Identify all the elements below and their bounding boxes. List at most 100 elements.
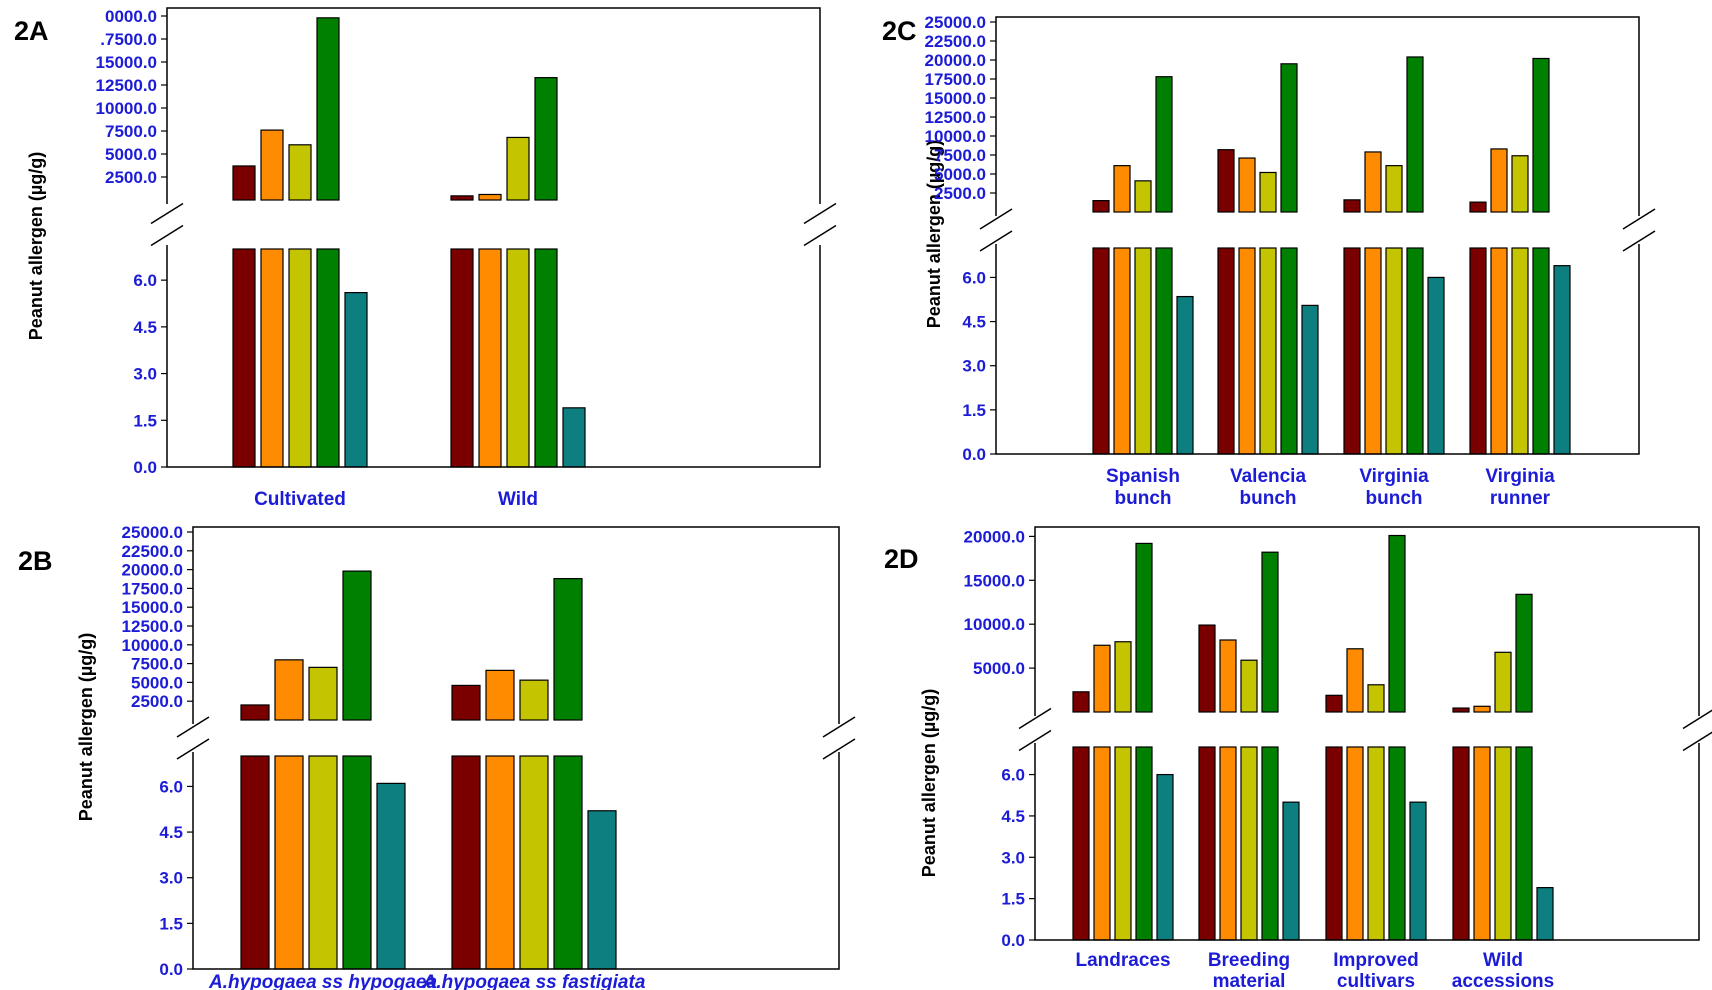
bar-series-4-0-lower xyxy=(1155,247,1173,455)
bar-series-5-3 xyxy=(1536,887,1554,941)
bar-series-4-1-upper xyxy=(534,77,558,201)
bar-series-2-1-upper xyxy=(1219,639,1237,713)
bar-series-5-1 xyxy=(562,407,586,468)
y-tick-label-upper: 7500.0 xyxy=(934,146,986,165)
axis-break-mark xyxy=(803,202,837,225)
bar-series-4-1-upper xyxy=(1261,551,1279,713)
bar-series-2-2-upper xyxy=(1364,151,1382,213)
axis-break-mark xyxy=(1018,707,1052,730)
y-tick-label-upper: .7500.0 xyxy=(100,30,157,49)
y-tick-label-upper: 10000.0 xyxy=(96,99,157,118)
x-category-label: Cultivated xyxy=(254,489,346,510)
y-tick-label-lower: 6.0 xyxy=(1001,766,1025,785)
axis-break-mark xyxy=(1682,709,1712,730)
axis-break-mark xyxy=(176,716,210,738)
bar-series-2-2-lower xyxy=(1346,746,1364,941)
bar-series-1-0-upper xyxy=(240,704,270,721)
bar-series-2-1-lower xyxy=(485,755,515,970)
axis-break-band xyxy=(997,221,1638,239)
bar-series-4-1-lower xyxy=(1280,247,1298,455)
bar-series-2-1-lower xyxy=(1238,247,1256,455)
bar-series-5-2 xyxy=(1427,276,1445,455)
bar-series-1-1-lower xyxy=(1198,746,1216,941)
bar-series-4-2-lower xyxy=(1388,746,1406,941)
y-tick-label-upper: 20000.0 xyxy=(122,561,183,580)
x-category-label: Virginia xyxy=(1359,466,1429,487)
y-tick-label-upper: 22500.0 xyxy=(925,32,986,51)
bar-series-1-3-lower xyxy=(1452,746,1470,941)
y-tick-label-upper: 12500.0 xyxy=(925,108,986,127)
bar-series-5-0 xyxy=(344,292,368,468)
bar-series-1-3-upper xyxy=(1469,201,1487,213)
y-tick-label-lower: 6.0 xyxy=(133,271,157,290)
bar-series-1-3-upper xyxy=(1452,707,1470,713)
y-tick-label-lower: 1.5 xyxy=(159,914,183,933)
bar-series-4-0-upper xyxy=(342,570,372,721)
y-tick-label-upper: 20000.0 xyxy=(964,527,1025,546)
bar-series-2-0-lower xyxy=(1113,247,1131,455)
y-tick-label-upper: 10000.0 xyxy=(925,127,986,146)
bar-series-1-0-upper xyxy=(1092,200,1110,213)
y-tick-label-lower: 0.0 xyxy=(133,458,157,477)
bar-series-3-2-upper xyxy=(1385,165,1403,213)
axis-break-mark xyxy=(150,224,184,247)
axis-break-mark xyxy=(150,202,184,225)
axis-break-mark xyxy=(803,224,837,247)
bar-series-4-1-upper xyxy=(1280,63,1298,213)
bar-series-2-0-upper xyxy=(274,659,304,721)
y-tick-label-lower: 4.5 xyxy=(1001,807,1025,826)
bar-series-4-1-lower xyxy=(1261,746,1279,941)
y-tick-label-lower: 3.0 xyxy=(133,365,157,384)
bar-series-2-3-upper xyxy=(1490,148,1508,213)
y-tick-label-upper: 2500.0 xyxy=(934,184,986,203)
y-tick-label-lower: 0.0 xyxy=(159,960,183,979)
bar-series-5-1 xyxy=(587,810,617,970)
bar-series-3-3-upper xyxy=(1511,155,1529,213)
bar-series-1-0-upper xyxy=(232,165,256,201)
x-category-label: A.hypogaea ss fastigiata xyxy=(422,972,646,990)
bar-series-3-0-upper xyxy=(1134,180,1152,213)
axis-break-mark xyxy=(979,208,1013,230)
y-tick-label-lower: 0.0 xyxy=(1001,931,1025,950)
y-tick-label-lower: 1.5 xyxy=(1001,890,1025,909)
bar-series-3-0-upper xyxy=(1114,641,1132,713)
x-category-label: cultivars xyxy=(1337,971,1415,990)
bar-series-5-1 xyxy=(1301,304,1319,455)
panel-2b: 2B Peanut allergen (µg/g) 2500.05000.07500… xyxy=(18,523,856,990)
y-tick-label-upper: 0000.0 xyxy=(105,7,157,26)
x-category-label: runner xyxy=(1490,488,1551,509)
x-category-label: bunch xyxy=(1240,488,1297,509)
y-tick-label-upper: 10000.0 xyxy=(122,636,183,655)
panel-label: 2B xyxy=(18,546,53,576)
frame-lower xyxy=(1034,743,1700,941)
y-tick-label-upper: 22500.0 xyxy=(122,542,183,561)
axis-break-mark xyxy=(979,230,1013,252)
frame-upper xyxy=(166,7,821,204)
bar-series-4-2-upper xyxy=(1388,534,1406,713)
panel-label: 2C xyxy=(882,16,917,46)
bar-series-3-3-upper xyxy=(1494,651,1512,713)
x-category-label: Breeding xyxy=(1208,950,1290,971)
frame-lower xyxy=(192,752,840,970)
bar-series-2-0-lower xyxy=(274,755,304,970)
axis-break-band xyxy=(194,729,838,747)
bar-series-4-3-upper xyxy=(1532,57,1550,213)
y-tick-label-upper: 5000.0 xyxy=(934,165,986,184)
bar-series-5-2 xyxy=(1409,801,1427,941)
bar-series-3-0-upper xyxy=(288,144,312,201)
bar-series-4-3-upper xyxy=(1515,593,1533,713)
bar-series-2-3-upper xyxy=(1473,705,1491,713)
y-tick-label-upper: 17500.0 xyxy=(122,579,183,598)
bar-series-4-2-lower xyxy=(1406,247,1424,455)
axis-break-mark xyxy=(1622,208,1656,230)
bar-series-1-0-lower xyxy=(232,248,256,468)
x-category-label: Wild xyxy=(1483,950,1523,971)
bar-series-1-1-lower xyxy=(451,755,481,970)
y-tick-label-upper: 12500.0 xyxy=(122,617,183,636)
bar-series-4-0-lower xyxy=(342,755,372,970)
y-tick-label-upper: 7500.0 xyxy=(131,655,183,674)
panel-2c: 2C Peanut allergen (µg/g)2500.05000.07500… xyxy=(882,13,1656,509)
y-tick-label-upper: 25000.0 xyxy=(925,13,986,32)
bar-series-1-0-lower xyxy=(1092,247,1110,455)
bar-series-3-1-upper xyxy=(1259,171,1277,213)
